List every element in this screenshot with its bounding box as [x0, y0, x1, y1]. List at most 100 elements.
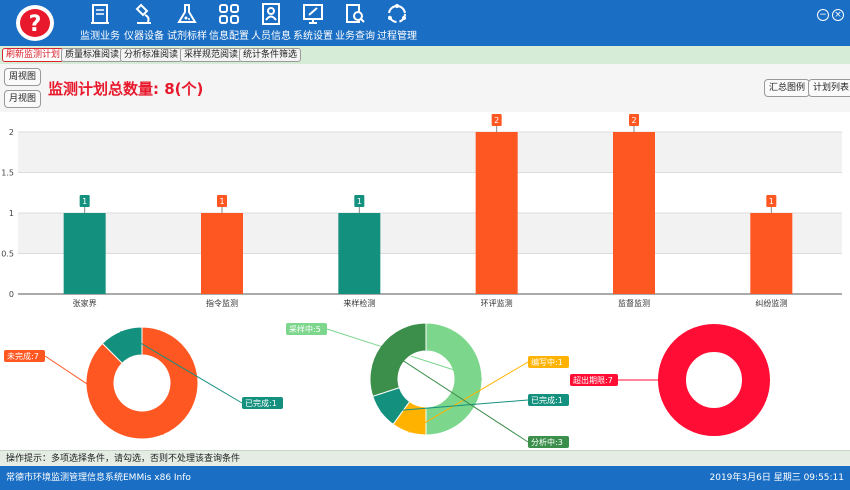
slice-label-box: [528, 394, 569, 406]
plan-total-title: 监测计划总数量: 8(个): [48, 80, 204, 98]
pie-slice: [101, 326, 143, 364]
data-label-box: [491, 114, 502, 126]
nav-system-settings[interactable]: 系统设置: [292, 2, 334, 46]
plan-list-button[interactable]: 计划列表: [808, 79, 850, 97]
slice-label: 已完成:1: [245, 398, 277, 408]
microscope-icon: [135, 3, 151, 24]
top-toolbar: ? 监测业务 仪器设备 试剂标样 信息配置 人员信息 系统设置 业务查询 过程管…: [0, 0, 850, 46]
slice-label-box: [570, 374, 618, 386]
bar: [613, 132, 655, 294]
slice-label: 未完成:7: [7, 351, 39, 361]
tab-quality-standard[interactable]: 质量标准阅读: [61, 48, 124, 62]
cycle-icon: [388, 4, 406, 23]
nav-label: 仪器设备: [124, 31, 164, 42]
window-controls: − ×: [814, 2, 844, 21]
data-label: 1: [357, 197, 362, 206]
grid-band: [18, 213, 842, 254]
data-label-box: [766, 195, 777, 207]
charts: 0 0.5 1 1.5 2 1 张家界 1 指令监测 1 来样检测 2 环评监测 2 监督监测 1 纠纷监测 未…: [1, 114, 842, 448]
pie-slice: [425, 322, 483, 436]
y-tick-label: 0.5: [1, 250, 14, 259]
bar: [201, 213, 243, 294]
y-tick-label: 1.5: [1, 169, 14, 178]
help-logo-icon[interactable]: ?: [14, 3, 56, 43]
x-tick-label: 监督监测: [618, 298, 650, 308]
nav-label: 人员信息: [251, 31, 291, 42]
nav-monitoring[interactable]: 监测业务: [78, 2, 122, 46]
tab-bar: 刷新监测计划 质量标准阅读 分析标准阅读 采样规范阅读 统计条件筛选: [0, 46, 850, 64]
slice-label-box: [286, 323, 327, 335]
nav-reagents[interactable]: 试剂标样: [166, 2, 208, 46]
data-label: 1: [769, 197, 774, 206]
slice-label: 已完成:1: [531, 395, 563, 405]
data-label: 2: [494, 116, 499, 125]
date-time: 2019年3月6日 星期三 09:55:11: [709, 473, 845, 483]
slice-leader: [380, 345, 529, 443]
nav-label: 过程管理: [377, 31, 417, 42]
data-label-box: [354, 195, 365, 207]
nav-label: 业务查询: [335, 31, 375, 42]
y-tick-label: 1: [9, 209, 14, 218]
summary-legend-button[interactable]: 汇总图例: [764, 79, 811, 97]
slice-leader: [120, 330, 243, 404]
pie-slice: [369, 322, 427, 397]
flask-icon: [177, 4, 197, 23]
y-tick-label: 0: [9, 290, 14, 299]
book-icon: [91, 4, 109, 24]
tab-stat-filter[interactable]: 统计条件筛选: [239, 48, 302, 62]
nav-personnel[interactable]: 人员信息: [250, 2, 292, 46]
data-label-box: [217, 195, 227, 207]
close-icon[interactable]: ×: [832, 9, 844, 21]
minimize-icon[interactable]: −: [817, 9, 829, 21]
tab-sampling-spec[interactable]: 采样规范阅读: [180, 48, 243, 62]
svg-text:?: ?: [29, 12, 42, 37]
slice-leader: [380, 399, 529, 413]
nav-label: 信息配置: [209, 31, 249, 42]
data-label: 2: [631, 116, 636, 125]
x-tick-label: 指令监测: [206, 298, 238, 308]
data-label: 1: [219, 197, 224, 206]
data-label-box: [629, 114, 639, 126]
x-tick-label: 纠纷监测: [755, 298, 787, 308]
grid-band: [18, 132, 842, 173]
slice-leader: [44, 355, 164, 436]
operation-hint: 操作提示：多项选择条件，请勾选，否则不处理该查询条件: [0, 450, 850, 466]
y-tick-label: 2: [9, 128, 14, 137]
search-doc-icon: [346, 4, 365, 23]
nav-instruments[interactable]: 仪器设备: [122, 2, 166, 46]
bar-chart: 0 0.5 1 1.5 2 1 张家界 1 指令监测 1 来样检测 2 环评监测 2 监督监测 1 纠纷监测: [1, 114, 842, 308]
bar: [475, 132, 518, 294]
status-bar: 常德市环境监测管理信息系统EMMis x86 Info 2019年3月6日 星期…: [0, 466, 850, 490]
nav-label: 试剂标样: [167, 31, 207, 42]
pie-charts: 未完成:7 已完成:1 采样中:5 编写中:1 已完成:1 分析中:3 超出期限:7: [4, 322, 770, 448]
person-card-icon: [262, 3, 280, 25]
month-view-button[interactable]: 月视图: [4, 90, 42, 108]
app-info: 常德市环境监测管理信息系统EMMis x86 Info: [6, 473, 191, 483]
grid-icon: [219, 4, 239, 24]
chart-toolbar: 周视图 月视图 监测计划总数量: 8(个) 汇总图例 计划列表: [0, 64, 850, 112]
slice-leader: [408, 361, 529, 433]
bar: [750, 213, 793, 294]
tab-refresh-plan[interactable]: 刷新监测计划: [2, 48, 65, 62]
slice-label: 编写中:1: [531, 357, 563, 367]
slice-label: 分析中:3: [531, 437, 563, 447]
slice-label-box: [528, 436, 569, 448]
nav-label: 系统设置: [293, 31, 333, 42]
pie-slice: [85, 326, 199, 440]
x-tick-label: 来样检测: [343, 298, 375, 308]
slice-label-box: [242, 397, 283, 409]
data-label-box: [79, 195, 90, 207]
bar: [338, 213, 381, 294]
tab-analysis-standard[interactable]: 分析标准阅读: [120, 48, 183, 62]
slice-label: 超出期限:7: [573, 375, 613, 385]
week-view-button[interactable]: 周视图: [4, 68, 42, 86]
pie-slice: [658, 324, 770, 436]
nav-business-query[interactable]: 业务查询: [334, 2, 376, 46]
slice-label: 采样中:5: [289, 324, 321, 334]
bar: [63, 213, 106, 294]
nav-info-config[interactable]: 信息配置: [208, 2, 250, 46]
x-tick-label: 环评监测: [481, 298, 513, 308]
nav-process-mgmt[interactable]: 过程管理: [376, 2, 418, 46]
slice-label-box: [4, 350, 45, 362]
x-tick-label: 张家界: [73, 298, 97, 308]
